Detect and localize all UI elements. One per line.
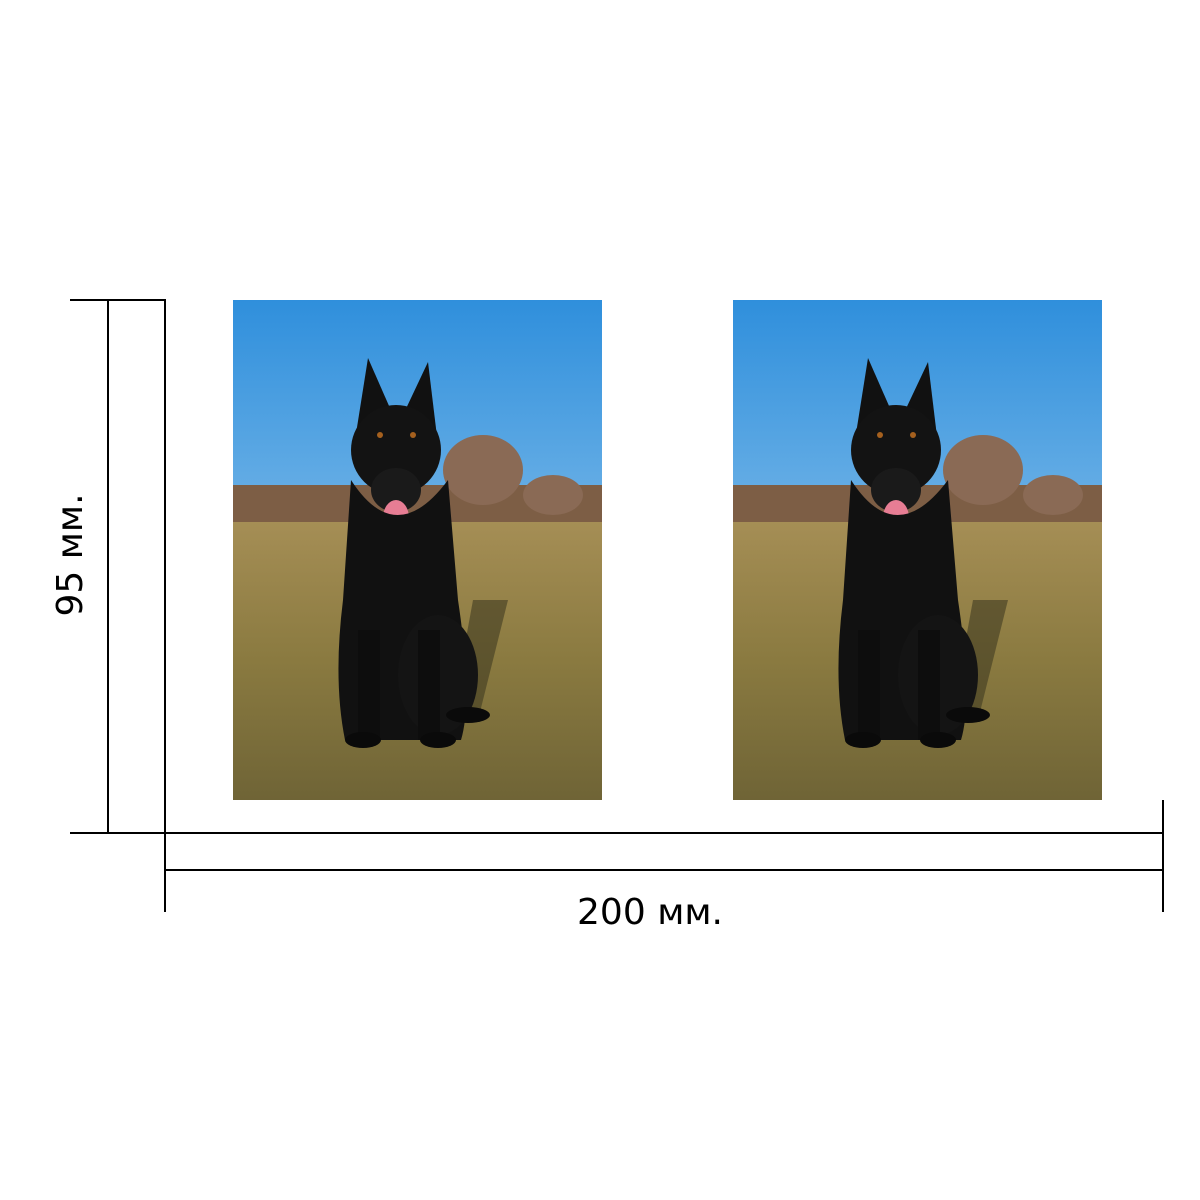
dog-photo — [233, 300, 602, 800]
width-label: 200 мм. — [577, 892, 723, 933]
height-label: 95 мм. — [50, 493, 91, 616]
height-dimension — [70, 299, 166, 834]
width-dimension — [164, 800, 1164, 912]
dog-photo — [733, 300, 1102, 800]
